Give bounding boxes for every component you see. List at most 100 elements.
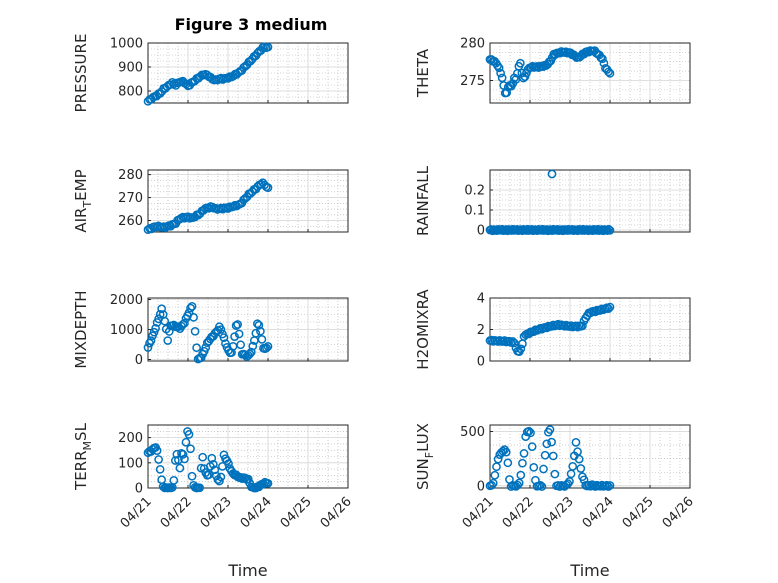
data-point: [257, 335, 267, 344]
data-point: [154, 455, 163, 464]
subplot-rainfall: 0 0.1 0.2 RAINFALL: [414, 165, 691, 239]
subplot-mixdepth: 0 1000 2000 MIXDEPTH: [72, 290, 349, 369]
x-axis-label: Time: [569, 561, 609, 580]
data-point: [192, 343, 201, 353]
data-point: [152, 446, 162, 455]
data-point: [550, 469, 560, 479]
data-point: [496, 68, 505, 78]
data-point: [502, 88, 512, 98]
x-tick-label: 04/24: [580, 494, 617, 531]
x-tick-label: 04/24: [238, 494, 275, 531]
data-point: [196, 463, 206, 473]
y-axis-label: SUNFLUX: [414, 423, 436, 490]
data-point: [187, 471, 197, 481]
data-point: [169, 476, 179, 485]
data-point: [243, 474, 253, 484]
data-point: [230, 332, 239, 341]
data-point: [563, 479, 573, 489]
subplot-theta: 275 280 THETA: [414, 37, 691, 104]
y-tick-label: 1000: [110, 323, 143, 338]
data-point: [256, 326, 265, 336]
subplot-terr_msl: 0 100 200 04/21 04/22 04/23 04/24 04/25 04/26 Tim…: [72, 422, 355, 580]
data-point: [602, 480, 612, 490]
data-point: [251, 328, 261, 338]
data-point: [540, 450, 550, 460]
data-point: [180, 318, 189, 328]
data-point: [598, 54, 607, 64]
data-point: [487, 480, 496, 490]
data-point: [178, 450, 188, 459]
data-series-rainfall: [485, 169, 615, 236]
data-point: [263, 183, 273, 192]
data-point: [605, 226, 615, 235]
data-series-h2omixra: [485, 302, 615, 357]
y-tick-label: 0.1: [464, 204, 485, 219]
data-point: [604, 304, 613, 313]
data-point: [216, 472, 226, 482]
data-point: [547, 169, 557, 179]
y-tick-label: 280: [460, 37, 485, 52]
x-tick-label: 04/23: [198, 494, 235, 531]
data-point: [527, 442, 537, 452]
data-point: [195, 483, 204, 493]
y-tick-label: 275: [460, 74, 485, 89]
subplot-pressure: 800 900 1000 PRESSURE: [72, 34, 349, 112]
data-point: [605, 302, 615, 312]
x-tick-label: 04/21: [118, 494, 155, 531]
data-point: [186, 444, 195, 454]
data-point: [172, 449, 182, 459]
data-point: [604, 67, 613, 77]
data-point: [262, 343, 271, 353]
data-point: [545, 425, 555, 434]
data-point: [207, 453, 217, 463]
y-tick-label: 0: [135, 482, 143, 497]
data-point: [155, 310, 165, 319]
data-point: [503, 458, 513, 468]
data-point: [514, 478, 524, 488]
y-tick-label: 270: [118, 191, 143, 206]
data-point: [535, 480, 545, 490]
data-point: [224, 459, 233, 468]
x-tick-label: 04/26: [318, 494, 355, 531]
data-point: [516, 470, 526, 480]
data-point: [568, 462, 578, 471]
data-point: [155, 464, 165, 474]
data-point: [508, 337, 518, 346]
y-tick-label: 800: [118, 85, 143, 100]
data-point: [506, 338, 516, 347]
data-point: [526, 428, 535, 438]
data-point: [254, 320, 264, 330]
data-point: [494, 63, 504, 73]
data-point: [253, 319, 262, 329]
data-point: [537, 482, 547, 491]
data-point: [246, 347, 256, 357]
data-point: [501, 447, 511, 457]
axes-box: [147, 169, 349, 233]
y-tick-label: 2000: [110, 293, 143, 308]
data-point: [509, 338, 519, 348]
figure-title: Figure 3 medium: [175, 15, 328, 34]
data-point: [189, 313, 198, 322]
x-tick-label: 04/23: [540, 494, 577, 531]
data-point: [488, 478, 498, 488]
x-tick-label: 04/25: [620, 494, 657, 531]
data-point: [151, 324, 160, 333]
y-axis-label: MIXDEPTH: [72, 290, 90, 368]
y-tick-label: 0: [477, 479, 485, 494]
data-point: [215, 476, 224, 486]
data-point: [490, 470, 500, 480]
data-point: [547, 437, 556, 447]
data-series-sun_flux: [485, 425, 615, 491]
data-point: [157, 304, 167, 314]
y-tick-label: 0: [477, 355, 485, 370]
data-point: [163, 336, 173, 345]
y-axis-label: RAINFALL: [414, 165, 432, 236]
y-tick-label: 1000: [110, 37, 143, 52]
data-point: [518, 458, 527, 468]
y-tick-label: 900: [118, 61, 143, 76]
data-point: [604, 482, 613, 491]
y-tick-label: 200: [118, 431, 143, 446]
data-point: [219, 333, 229, 342]
data-point: [542, 439, 552, 449]
data-point: [186, 303, 195, 313]
